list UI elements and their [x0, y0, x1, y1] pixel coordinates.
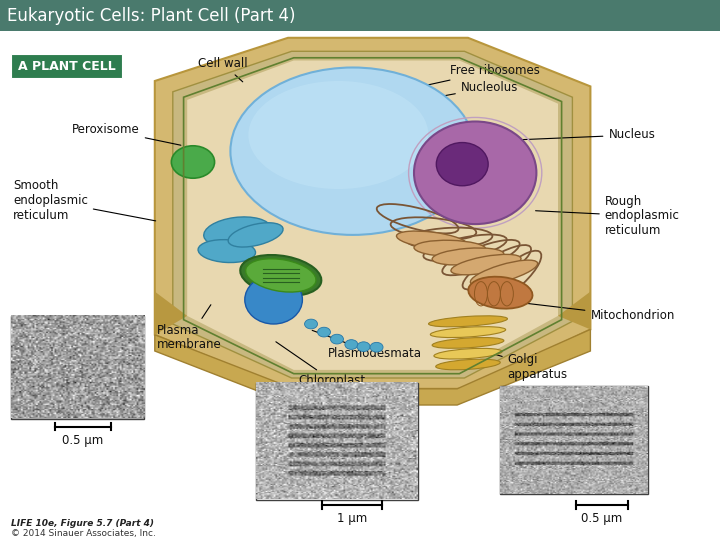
Ellipse shape — [228, 223, 283, 247]
Text: Eukaryotic Cells: Plant Cell (Part 4): Eukaryotic Cells: Plant Cell (Part 4) — [7, 6, 296, 25]
Bar — [11, 316, 144, 418]
Text: Cell wall: Cell wall — [198, 57, 248, 82]
Polygon shape — [173, 51, 572, 378]
Text: Rough
endoplasmic
reticulum: Rough endoplasmic reticulum — [536, 194, 680, 238]
Ellipse shape — [436, 143, 488, 186]
Text: Nucleolus: Nucleolus — [410, 81, 518, 102]
Circle shape — [171, 146, 215, 178]
Circle shape — [318, 327, 330, 337]
Polygon shape — [155, 292, 187, 335]
Text: Golgi
apparatus: Golgi apparatus — [478, 349, 568, 381]
Circle shape — [370, 342, 383, 352]
Ellipse shape — [432, 248, 504, 265]
Ellipse shape — [431, 327, 505, 338]
Ellipse shape — [245, 275, 302, 324]
Ellipse shape — [414, 122, 536, 224]
Ellipse shape — [428, 316, 508, 327]
Text: Smooth
endoplasmic
reticulum: Smooth endoplasmic reticulum — [13, 179, 156, 222]
Text: Plasmodesmata: Plasmodesmata — [312, 330, 423, 360]
Text: LIFE 10e, Figure 5.7 (Part 4): LIFE 10e, Figure 5.7 (Part 4) — [11, 519, 154, 529]
Ellipse shape — [436, 359, 500, 370]
Text: 0.5 μm: 0.5 μm — [581, 512, 623, 525]
Bar — [256, 383, 418, 500]
Text: Peroxisome: Peroxisome — [72, 123, 181, 145]
Bar — [500, 386, 648, 494]
Circle shape — [305, 319, 318, 329]
Ellipse shape — [204, 217, 271, 247]
Text: Vacuole: Vacuole — [288, 96, 334, 109]
Text: 0.5 μm: 0.5 μm — [62, 434, 104, 447]
Circle shape — [357, 342, 370, 352]
Ellipse shape — [198, 240, 256, 262]
Text: © 2014 Sinauer Associates, Inc.: © 2014 Sinauer Associates, Inc. — [11, 529, 156, 538]
FancyBboxPatch shape — [11, 54, 122, 78]
Text: Mitochondrion: Mitochondrion — [521, 303, 675, 322]
Polygon shape — [155, 329, 590, 405]
Polygon shape — [558, 292, 590, 329]
Text: Plasma
membrane: Plasma membrane — [157, 305, 222, 352]
Polygon shape — [187, 60, 558, 370]
Text: A PLANT CELL: A PLANT CELL — [18, 59, 115, 73]
Ellipse shape — [470, 260, 538, 285]
Circle shape — [345, 340, 358, 349]
Text: Free ribosomes: Free ribosomes — [424, 64, 540, 86]
Ellipse shape — [248, 81, 428, 189]
Ellipse shape — [468, 276, 533, 309]
Ellipse shape — [240, 255, 321, 296]
Ellipse shape — [397, 231, 467, 249]
Ellipse shape — [414, 240, 486, 256]
Ellipse shape — [451, 254, 521, 275]
Ellipse shape — [230, 68, 475, 235]
Ellipse shape — [434, 348, 502, 359]
Text: Chloroplast: Chloroplast — [276, 342, 366, 387]
Text: 1 μm: 1 μm — [337, 512, 367, 525]
Ellipse shape — [246, 259, 316, 292]
Text: Nucleus: Nucleus — [507, 129, 655, 141]
Circle shape — [330, 334, 343, 344]
Ellipse shape — [432, 338, 504, 348]
Polygon shape — [155, 38, 590, 389]
